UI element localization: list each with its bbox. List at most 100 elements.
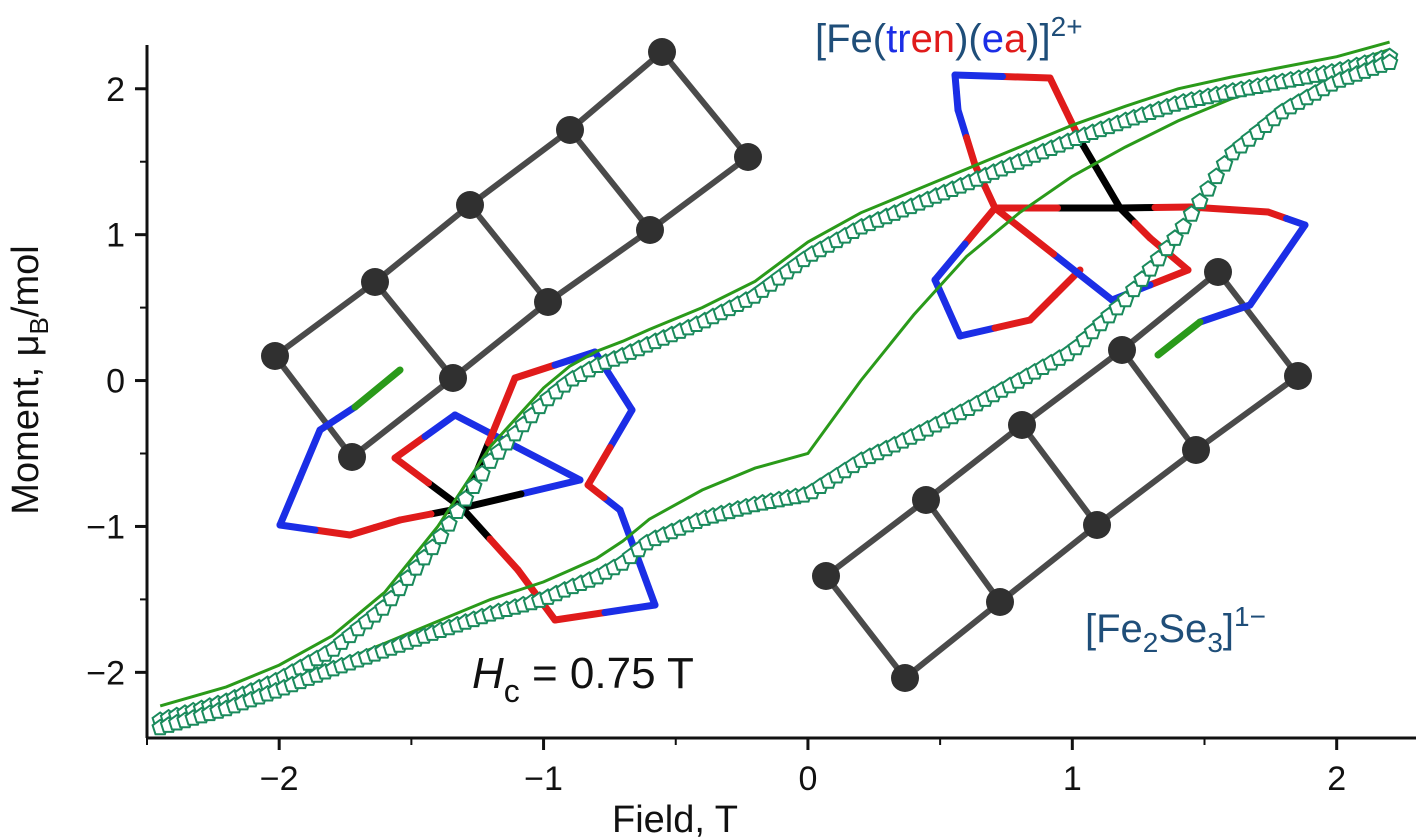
chain-atom	[1083, 511, 1111, 539]
chain-atom	[361, 268, 389, 296]
bond-half	[276, 474, 304, 529]
chain-atom	[534, 288, 562, 316]
green-bond-left	[351, 366, 404, 411]
anion-se: Se	[1158, 607, 1207, 651]
chain-atom	[891, 664, 919, 692]
anion-sub-fe: 2	[1143, 627, 1159, 658]
bond-half	[371, 516, 404, 531]
bond-half	[1096, 170, 1124, 212]
chain-bond	[451, 299, 550, 381]
anion-label: [Fe2Se3]1−	[1085, 601, 1266, 658]
x-tick-label: −2	[260, 760, 299, 798]
complex-left-arm1	[276, 403, 466, 539]
bond-half	[391, 454, 432, 487]
cation-mid: )(	[955, 17, 982, 61]
bond-half	[517, 476, 584, 498]
chain-atom	[456, 191, 484, 219]
cation-e: e	[982, 17, 1004, 61]
descending-branch-point	[456, 489, 475, 507]
descending-branch-point	[473, 464, 491, 482]
chain-bond	[1019, 423, 1100, 527]
chain-atom	[648, 38, 676, 66]
bond-half	[584, 444, 614, 489]
hysteresis-data	[151, 40, 1399, 736]
chain-bond	[923, 498, 1003, 604]
y-axis-title: Moment, μB/mol	[5, 245, 54, 514]
x-axis-title: Field, T	[612, 799, 738, 838]
y-axis-title-suffix: /mol	[5, 245, 47, 317]
x-tick-label: 0	[798, 760, 817, 798]
complex-right-ring2	[931, 204, 1124, 340]
structure-illustrations	[261, 38, 1312, 692]
ladder-bottom-right	[812, 258, 1312, 692]
chain-atom	[1108, 336, 1136, 364]
anion-open: [Fe	[1085, 607, 1143, 651]
y-tick-label: −1	[86, 508, 125, 546]
y-axis-title-sub: B	[24, 317, 54, 334]
complex-right-ring1	[951, 71, 1124, 212]
bond-half	[584, 481, 608, 501]
chain-atom	[986, 588, 1014, 616]
fit-line	[159, 47, 1391, 727]
y-tick-label: 1	[106, 217, 125, 255]
chain-bond	[1194, 373, 1300, 453]
bond-half	[1026, 291, 1059, 324]
cation-open: [Fe(	[815, 17, 887, 61]
bond-half	[1131, 219, 1154, 242]
bond-half	[610, 377, 636, 414]
x-tick-label: 2	[1327, 760, 1346, 798]
ascending-branch-point	[1182, 204, 1201, 222]
chain-bond	[567, 128, 653, 232]
axes: −2 −1 0 1 2 −2 −1 0 1 2	[86, 45, 1416, 798]
green-bond-right	[1154, 318, 1204, 359]
bond-half	[1116, 204, 1139, 227]
fit-line-upper	[159, 40, 1390, 708]
chain-bond	[273, 279, 377, 359]
bond-half	[276, 521, 319, 534]
chain-bond	[272, 354, 355, 459]
cation-en: en	[911, 17, 956, 61]
bond-half	[458, 504, 494, 543]
anion-sub-se: 3	[1207, 627, 1223, 658]
chain-atom	[1284, 362, 1312, 390]
cation-charge: 2+	[1051, 11, 1083, 42]
bond-half	[606, 406, 636, 451]
chain-atom	[338, 443, 366, 471]
chain-bond	[1020, 347, 1124, 428]
y-tick-label: 2	[106, 71, 125, 109]
bond-half	[944, 304, 964, 340]
anion-charge: 1−	[1234, 601, 1266, 632]
chain-atom	[556, 116, 584, 144]
bond-half	[458, 490, 525, 512]
bond-half	[1196, 310, 1229, 326]
chain-bond	[373, 202, 472, 285]
bond-half	[486, 535, 522, 574]
bond-half	[999, 73, 1054, 82]
cation-close: )]	[1026, 17, 1050, 61]
bond-half	[991, 204, 1057, 258]
chain-bond	[824, 497, 928, 579]
descending-branch-point	[431, 527, 450, 545]
bond-half	[951, 71, 1006, 80]
ascending-branch-point	[1191, 192, 1209, 210]
bond-half	[296, 426, 324, 481]
bond-half	[1225, 206, 1272, 216]
bond-half	[1046, 74, 1069, 113]
chain-atom	[734, 143, 762, 171]
chain-atom	[1008, 411, 1036, 439]
descending-branch-point	[464, 477, 483, 494]
chain-bond	[1120, 269, 1220, 353]
chain-bond	[1095, 447, 1198, 528]
hc-value: = 0.75 T	[520, 649, 694, 698]
chain-atom	[912, 486, 940, 514]
hc-subscript: c	[504, 673, 520, 709]
chain-atom	[439, 364, 467, 392]
bond-half	[634, 554, 659, 609]
x-tick-label: −1	[524, 760, 563, 798]
bond-half	[991, 316, 1034, 332]
chain-bond	[823, 574, 908, 680]
bond-half	[311, 526, 354, 539]
ascending-branch-point	[1380, 53, 1399, 70]
bond-half	[1246, 261, 1281, 309]
